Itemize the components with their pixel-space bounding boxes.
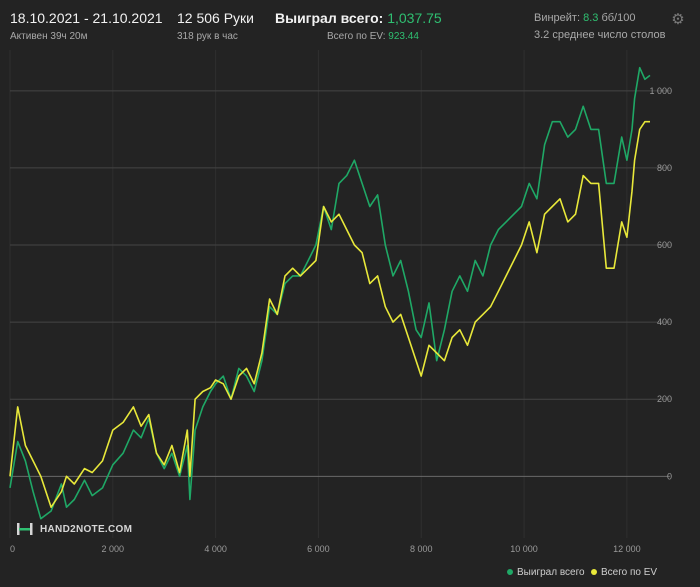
y-tick-label: 0	[667, 471, 672, 481]
x-tick-label: 2 000	[102, 544, 125, 554]
won-total: Выиграл всего: 1,037.75	[275, 10, 442, 26]
y-tick-label: 400	[657, 317, 672, 327]
y-tick-label: 800	[657, 163, 672, 173]
hands-count: 12 506 Руки	[177, 10, 254, 26]
legend-item-won[interactable]: Выиграл всего	[507, 567, 585, 578]
ev-total-label: Всего по EV:	[327, 31, 386, 42]
winrate: Винрейт: 8.3 бб/100	[534, 12, 635, 24]
won-total-label: Выиграл всего:	[275, 10, 384, 26]
ev-total: Всего по EV: 923.44	[327, 31, 419, 42]
winrate-value: 8.3	[583, 12, 599, 24]
y-tick-label: 1 000	[649, 86, 672, 96]
legend-dot-ev	[591, 569, 597, 576]
date-range: 18.10.2021 - 21.10.2021	[10, 10, 163, 26]
winrate-unit: бб/100	[601, 12, 636, 24]
ev-total-value: 923.44	[388, 31, 419, 42]
legend-label-ev: Всего по EV	[601, 567, 658, 578]
stats-header: 18.10.2021 - 21.10.2021 Активен 39ч 20м …	[0, 0, 700, 48]
y-tick-label: 600	[657, 240, 672, 250]
gear-icon[interactable]: ⚙	[671, 11, 685, 28]
logo-icon	[17, 523, 33, 535]
tables-info: 3.2 среднее число столов	[534, 29, 666, 41]
hands-per-hour: 318 рук в час	[177, 31, 238, 42]
logo-text: HAND2NOTE.COM	[40, 523, 133, 535]
winrate-label: Винрейт:	[534, 12, 581, 24]
legend-dot-won	[507, 569, 513, 576]
active-time: Активен 39ч 20м	[10, 31, 88, 42]
x-tick-label: 12 000	[613, 544, 641, 554]
series-line-won	[9, 66, 651, 520]
winnings-chart: 0 2 000 4 000 6 000 8 000 10 000 12 000 0 200 400…	[9, 50, 672, 554]
series-line-ev	[9, 120, 650, 509]
x-tick-label: 10 000	[510, 544, 538, 554]
logo: HAND2NOTE.COM	[16, 522, 132, 536]
x-tick-label: 0	[10, 544, 15, 554]
y-tick-label: 200	[657, 394, 672, 404]
x-tick-label: 4 000	[204, 544, 227, 554]
x-tick-label: 6 000	[307, 544, 330, 554]
x-tick-label: 8 000	[410, 544, 433, 554]
legend-label-won: Выиграл всего	[517, 567, 585, 578]
legend-item-ev[interactable]: Всего по EV	[591, 567, 657, 578]
won-total-value: 1,037.75	[387, 10, 442, 26]
